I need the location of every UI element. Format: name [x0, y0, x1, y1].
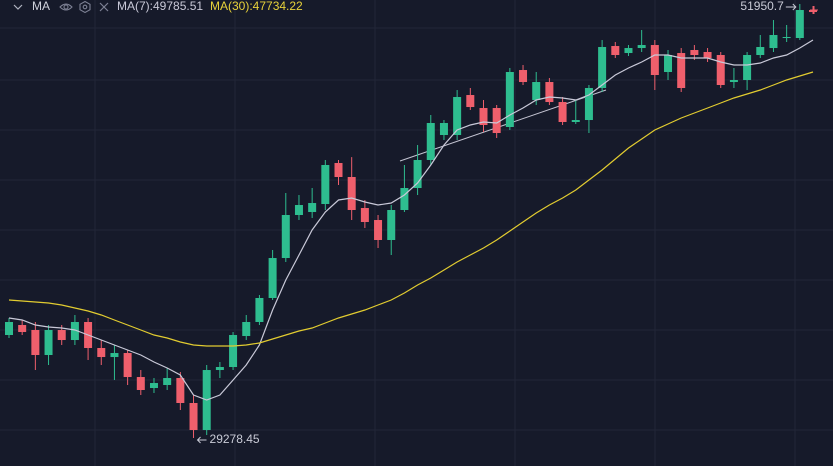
candle-body: [809, 10, 817, 13]
candle-body: [110, 353, 119, 358]
candle-body: [413, 160, 422, 189]
candle-body: [31, 330, 40, 356]
candle-body: [453, 97, 462, 136]
remove-icon[interactable]: [99, 2, 109, 12]
candle-body: [466, 95, 475, 108]
candle-body: [149, 383, 158, 389]
candle-body: [229, 335, 238, 368]
candle-body: [321, 165, 330, 205]
candle-body: [743, 55, 752, 81]
candle-body: [242, 322, 251, 337]
candle-body: [136, 377, 145, 390]
candle-body: [400, 188, 409, 211]
candle-body: [492, 108, 501, 134]
candle-body: [215, 367, 224, 371]
low-label: 29278.45: [210, 432, 260, 446]
candle-body: [598, 47, 607, 89]
candle-body: [163, 378, 172, 386]
candle-body: [347, 177, 356, 211]
candle-body: [97, 348, 106, 358]
header: MA MA(7):49785.51 MA(30):47734.22: [13, 0, 303, 14]
candle-body: [519, 70, 528, 83]
candle-body: [532, 82, 541, 101]
candle-body: [637, 45, 646, 49]
candle-body: [690, 50, 699, 56]
marks: 51950.7 29278.45: [5, 0, 817, 446]
candle-body: [769, 35, 778, 49]
candle-body: [294, 205, 303, 216]
candle-body: [703, 52, 712, 59]
candle-body: [782, 37, 791, 39]
candle-body: [795, 10, 804, 39]
legend-entry: MA(30):47734.22: [210, 0, 303, 13]
candle-body: [545, 82, 554, 103]
candle-body: [611, 46, 620, 56]
candle-body: [479, 108, 488, 126]
candle-body: [558, 102, 567, 123]
collapse-icon[interactable]: [13, 4, 23, 10]
candle-body: [584, 88, 593, 121]
indicator-name: MA: [32, 0, 50, 13]
candle-body: [268, 258, 277, 299]
candle-body: [176, 378, 185, 403]
candle-body: [70, 322, 79, 341]
candle-body: [308, 203, 317, 213]
candle-body: [334, 163, 343, 178]
candle-body: [664, 55, 673, 73]
candle-body: [57, 330, 66, 341]
crosshair-plus: [810, 6, 818, 14]
candle-body: [44, 330, 53, 356]
candle-body: [18, 325, 27, 333]
candle-body: [716, 55, 725, 86]
high-label: 51950.7: [740, 0, 784, 13]
candle-body: [571, 120, 580, 123]
ma-line: [8, 71, 814, 347]
candle-body: [255, 298, 264, 323]
candle-body: [360, 208, 369, 223]
ma-line: [8, 39, 814, 401]
settings-icon[interactable]: [79, 0, 91, 14]
low-arrow-head: [196, 436, 201, 444]
candle-body: [505, 72, 514, 128]
candle-body: [677, 53, 686, 89]
candle-body: [624, 48, 633, 54]
high-arrow-head: [792, 3, 797, 11]
candle-body: [439, 123, 448, 136]
candle-body: [426, 123, 435, 161]
legend-entry: MA(7):49785.51: [117, 0, 203, 13]
candle-body: [5, 322, 13, 336]
candle-body: [281, 215, 290, 259]
candle-body: [756, 47, 765, 56]
candle-body: [650, 45, 659, 76]
candle-body: [387, 210, 396, 241]
candle-body: [729, 80, 738, 83]
candle-body: [374, 220, 383, 241]
candle-body: [189, 402, 198, 431]
visibility-icon[interactable]: [59, 3, 73, 11]
candle-body: [123, 353, 132, 378]
